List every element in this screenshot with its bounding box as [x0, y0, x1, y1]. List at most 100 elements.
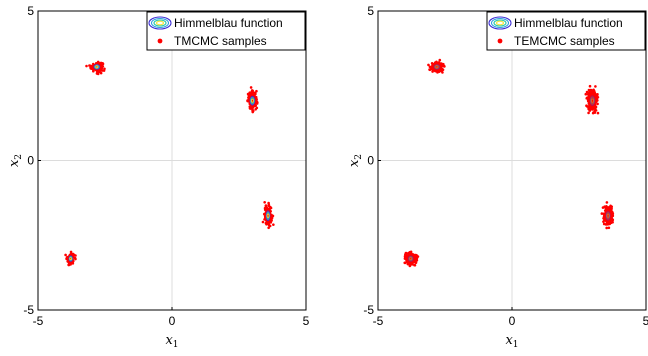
sample-point [594, 85, 597, 88]
contour-ring [250, 96, 255, 105]
sample-point [600, 212, 604, 215]
contour-ring [409, 257, 413, 261]
sample-point [438, 66, 442, 70]
contour-rings [407, 64, 611, 262]
sample-point [588, 98, 592, 101]
legend-box [146, 11, 306, 51]
tick-labels: -5-5 0 0 5 5 [363, 4, 648, 328]
sample-point [413, 263, 417, 267]
sample-point [596, 99, 599, 102]
sample-point [251, 93, 254, 97]
sample-point [442, 63, 445, 67]
sample-point [590, 97, 594, 100]
legend-label-function: Himmelblau function [514, 16, 623, 30]
sample-point [410, 254, 413, 258]
sample-point [247, 94, 251, 97]
legend-contour-ring [148, 16, 172, 30]
contour-ring [69, 257, 73, 261]
sample-point [409, 258, 412, 262]
sample-point [103, 67, 106, 71]
sample-point [92, 69, 95, 73]
sample-point [593, 107, 597, 110]
legend-box [486, 11, 646, 51]
sample-point [69, 262, 72, 265]
sample-point [602, 215, 606, 218]
sample-point [247, 96, 250, 99]
sample-points [64, 60, 275, 267]
sample-point [587, 107, 590, 111]
sample-point [251, 109, 254, 113]
sample-point [585, 90, 589, 94]
sample-point [596, 95, 600, 99]
legend-contour-ring [155, 20, 165, 26]
sample-point [430, 61, 434, 65]
sample-point [586, 96, 590, 100]
contour-ring [407, 255, 414, 262]
legend-contour-ring [488, 16, 512, 30]
sample-point [606, 222, 610, 226]
sample-point [407, 256, 410, 260]
contour-ring [605, 210, 611, 221]
contour-ring [606, 213, 610, 218]
contour-ring [606, 212, 610, 219]
contour-ring [435, 65, 439, 69]
sample-point [267, 201, 270, 205]
contour-ring [250, 98, 254, 103]
x-tick-label: -5 [373, 314, 384, 328]
contour-ring [589, 95, 596, 107]
sample-point [607, 226, 611, 230]
sample-point [264, 204, 268, 207]
legend: Himmelblau function TMCMC samples [146, 11, 306, 51]
sample-point [404, 255, 407, 258]
sample-point [609, 221, 613, 225]
contour-rings [68, 64, 271, 262]
sample-point [414, 253, 418, 257]
sample-point [415, 257, 418, 260]
sample-point [605, 210, 608, 213]
sample-point [249, 91, 253, 94]
y-tick-label: -5 [23, 303, 34, 317]
y-tick-label: 5 [27, 4, 34, 18]
sample-point [65, 257, 68, 261]
tick-labels: -5-5 0 0 5 5 [23, 4, 309, 328]
sample-point [67, 263, 70, 267]
legend: Himmelblau function TEMCMC samples [486, 11, 646, 51]
sample-point [594, 94, 598, 97]
sample-point [588, 84, 592, 88]
sample-point [406, 262, 410, 266]
sample-point [609, 205, 613, 209]
sample-point [604, 212, 608, 215]
x-axis-label: x1 [165, 333, 178, 350]
sample-point [609, 210, 612, 213]
legend-contour-swatch [148, 16, 172, 30]
sample-points [403, 58, 615, 268]
sample-point [588, 104, 591, 108]
sample-point [592, 94, 596, 97]
sample-point [267, 224, 271, 227]
y-tick-label: 0 [27, 154, 34, 168]
sample-point [611, 211, 614, 214]
contour-ring [249, 95, 256, 106]
legend-label-function: Himmelblau function [174, 16, 283, 30]
sample-point [255, 106, 259, 110]
sample-point [269, 221, 273, 224]
sample-point [414, 261, 418, 264]
sample-point [100, 63, 104, 67]
y-tick-label: -5 [363, 303, 374, 317]
sample-point [438, 58, 442, 62]
sample-point [407, 254, 411, 257]
x-tick-label: 5 [303, 314, 310, 328]
sample-point [604, 223, 608, 226]
left-scatter-panel: -5-5 0 0 5 5 x1 x2 Himmelblau function TMCMC… [7, 4, 310, 350]
sample-point [64, 253, 67, 257]
sample-point [269, 205, 272, 209]
sample-point [605, 217, 608, 221]
sample-point [404, 251, 408, 255]
sample-point [436, 66, 440, 69]
sample-point [69, 252, 73, 256]
contour-ring [434, 65, 439, 69]
sample-point [605, 201, 609, 204]
sample-point [267, 221, 270, 225]
sample-point [606, 206, 610, 209]
sample-point [591, 89, 594, 93]
